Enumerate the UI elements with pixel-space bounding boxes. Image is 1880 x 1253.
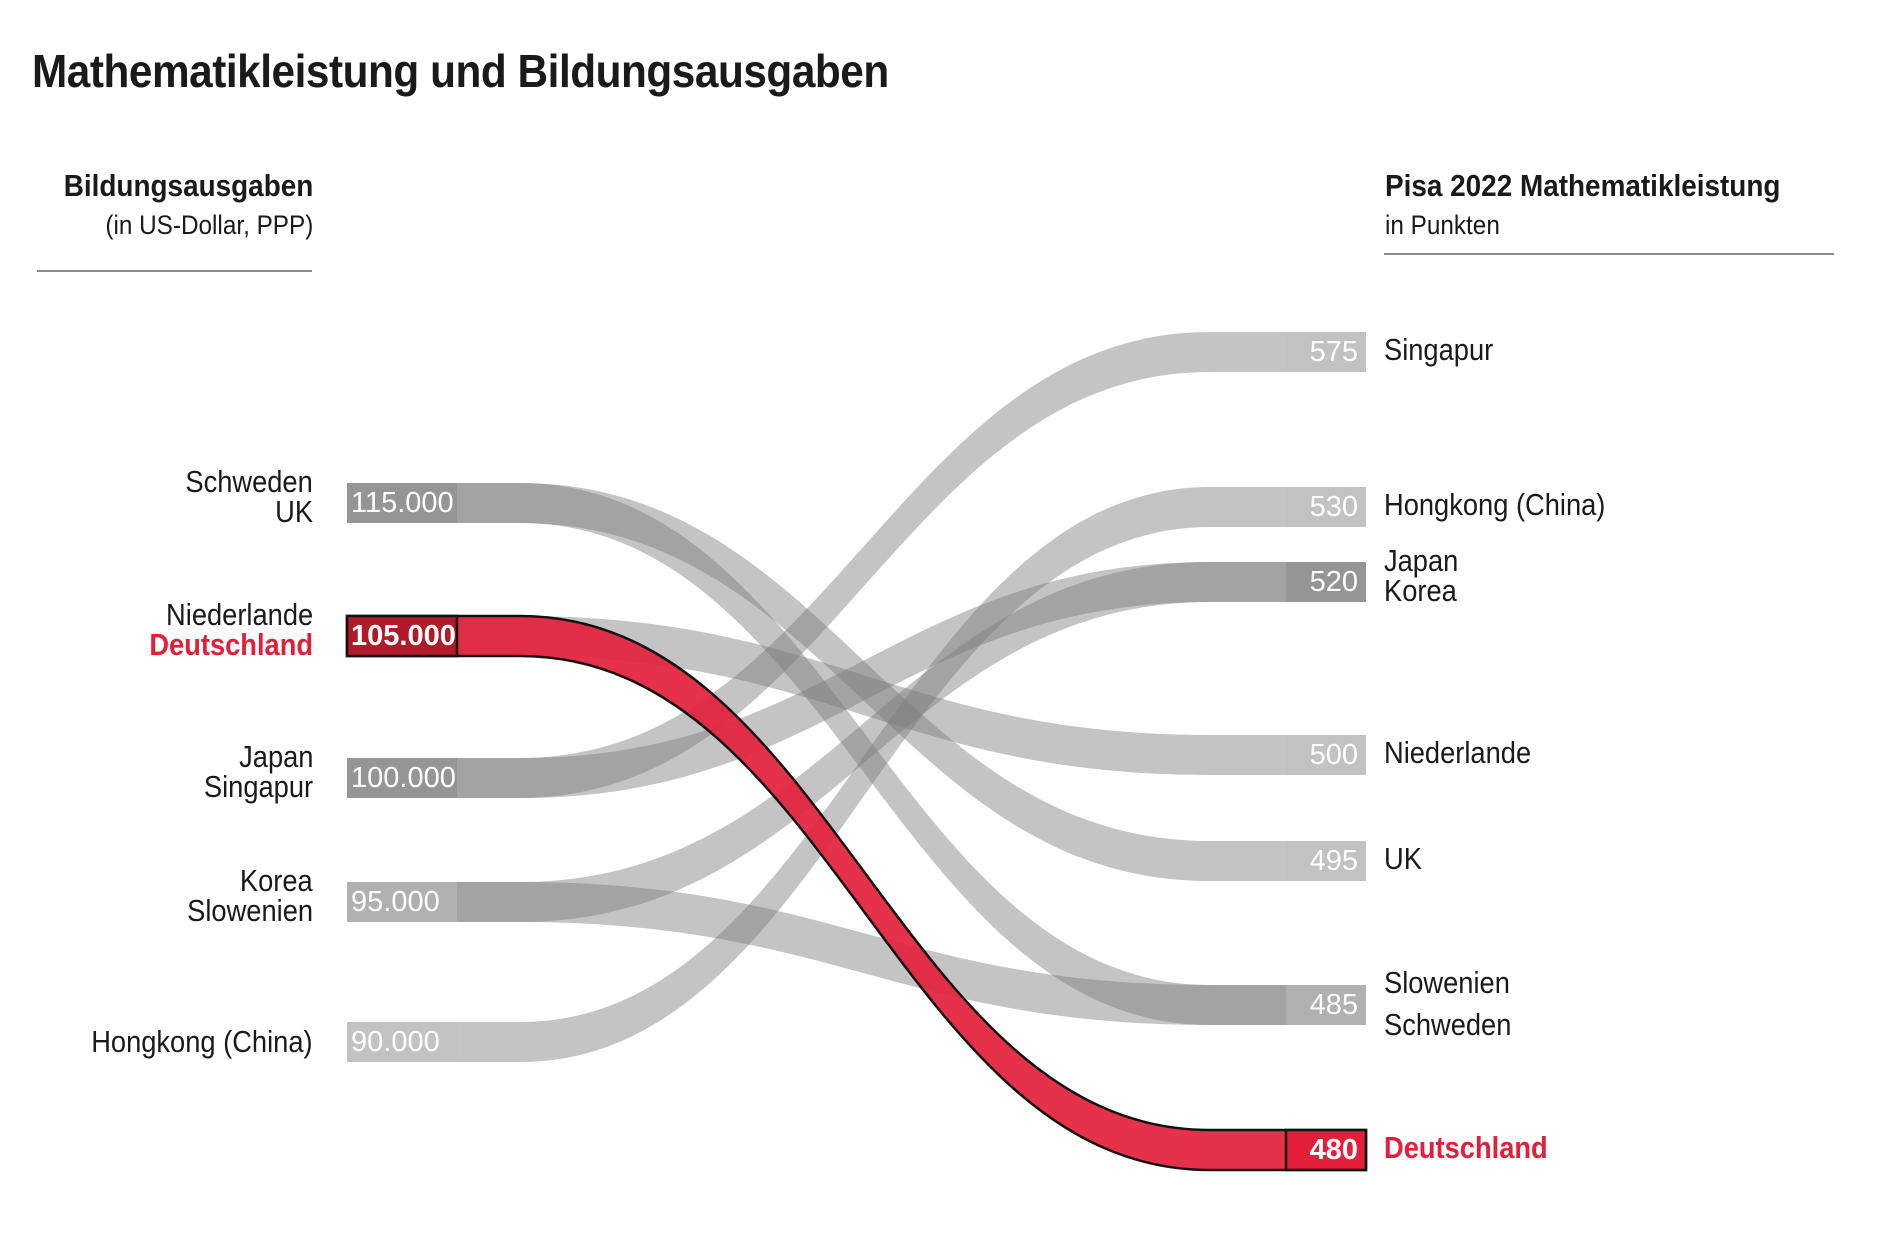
- flow-band-japan: [347, 562, 1366, 798]
- left-country-label: Singapur: [203, 769, 313, 804]
- right-country-label: Hongkong (China): [1384, 487, 1606, 522]
- left-node-bar-95000: [347, 882, 457, 922]
- left-node-bar-100000: [347, 758, 457, 798]
- flow-band-uk: [347, 483, 1366, 881]
- left-axis-subtitle: (in US-Dollar, PPP): [105, 210, 313, 240]
- right-node-bar-480: [1284, 1128, 1368, 1172]
- right-country-label: Korea: [1384, 573, 1457, 608]
- right-node-bar-520: [1286, 562, 1366, 602]
- right-country-label: UK: [1384, 841, 1422, 876]
- flow-band-schweden: [347, 483, 1366, 1025]
- left-country-label: Slowenien: [187, 893, 313, 928]
- right-axis-title: Pisa 2022 Mathematikleistung: [1385, 168, 1781, 203]
- left-country-label: Niederlande: [165, 597, 313, 632]
- right-country-label: Schweden: [1384, 1007, 1512, 1042]
- flow-band-korea: [347, 562, 1366, 922]
- right-axis-subtitle: in Punkten: [1385, 210, 1500, 240]
- left-value-label: 90.000: [351, 1026, 440, 1058]
- right-country-label: Japan: [1384, 543, 1459, 578]
- right-value-label: 485: [1309, 989, 1358, 1021]
- right-node-bar-495: [1286, 841, 1366, 881]
- left-node-bar-105000: [345, 614, 459, 658]
- right-value-label: 520: [1309, 566, 1358, 598]
- right-node-bar-500: [1286, 735, 1366, 775]
- left-country-label: Japan: [238, 739, 313, 774]
- right-value-label: 530: [1309, 491, 1358, 523]
- left-axis-title: Bildungsausgaben: [63, 168, 313, 203]
- right-node-bar-575: [1286, 332, 1366, 372]
- left-country-label: Hongkong (China): [91, 1024, 313, 1059]
- right-node-bar-485: [1286, 985, 1366, 1025]
- left-value-label: 115.000: [351, 487, 454, 519]
- right-value-label: 480: [1309, 1134, 1358, 1166]
- right-country-label: Niederlande: [1384, 735, 1532, 770]
- chart-title: Mathematikleistung und Bildungsausgaben: [32, 45, 889, 97]
- left-value-label: 100.000: [351, 762, 456, 794]
- flow-band-slowenien: [347, 882, 1366, 1025]
- right-country-label: Deutschland: [1384, 1130, 1548, 1165]
- right-country-label: Singapur: [1384, 332, 1494, 367]
- left-country-label: Korea: [240, 863, 313, 898]
- right-axis-header: Pisa 2022 Mathematikleistung in Punkten: [1385, 168, 1824, 241]
- right-country-label: Slowenien: [1384, 965, 1510, 1000]
- left-country-label: Schweden: [185, 464, 313, 499]
- left-country-label: UK: [275, 494, 313, 529]
- left-node-bar-115000: [347, 483, 457, 523]
- left-value-label: 95.000: [351, 886, 440, 918]
- flow-band-hongkong-china: [347, 487, 1366, 1062]
- left-axis-header: Bildungsausgaben (in US-Dollar, PPP): [36, 168, 313, 241]
- left-node-bar-90000: [347, 1022, 457, 1062]
- right-node-bar-530: [1286, 487, 1366, 527]
- right-value-label: 575: [1309, 336, 1358, 368]
- flow-band-singapur: [347, 332, 1366, 798]
- left-country-label: Deutschland: [149, 627, 313, 662]
- left-header-rule: [37, 270, 312, 272]
- right-value-label: 495: [1309, 845, 1358, 877]
- left-value-label: 105.000: [351, 620, 456, 652]
- right-value-label: 500: [1309, 739, 1358, 771]
- right-header-rule: [1384, 253, 1834, 255]
